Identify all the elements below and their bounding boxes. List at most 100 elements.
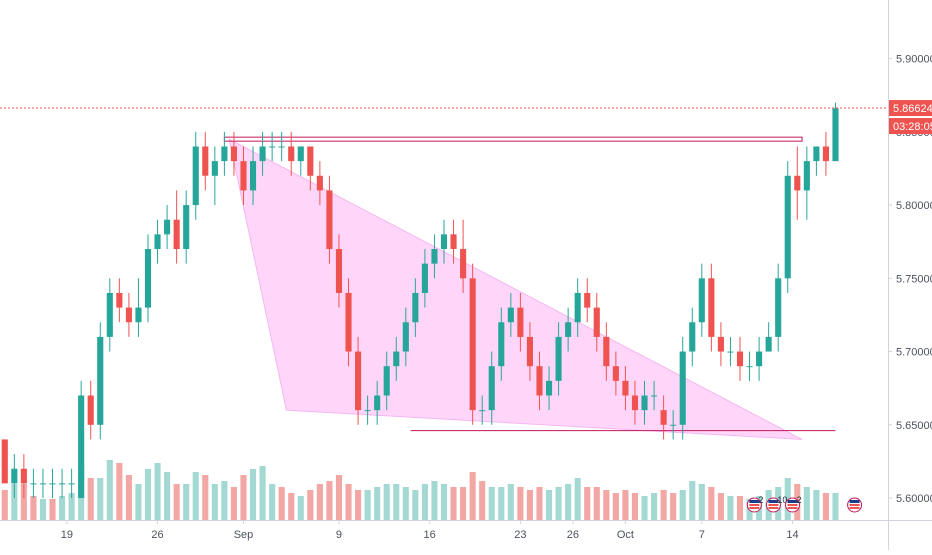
candle <box>11 454 18 499</box>
volume-bar <box>364 490 371 520</box>
candle <box>517 292 524 352</box>
candle-body <box>536 366 543 396</box>
volume-bar <box>144 469 152 520</box>
candle-body <box>202 146 209 176</box>
x-tick-label: 14 <box>786 529 798 541</box>
candle <box>116 278 123 323</box>
flag-stripe <box>849 507 860 509</box>
volume-bar <box>154 463 161 520</box>
flag-stripe <box>768 507 779 509</box>
flag-stripe <box>749 507 760 509</box>
candle <box>297 146 304 176</box>
flag-stripe <box>787 504 798 506</box>
volume-bar <box>374 487 381 520</box>
volume-bar <box>832 493 839 520</box>
candle-body <box>822 146 829 162</box>
candle <box>144 234 152 323</box>
candle-body <box>593 307 600 337</box>
volume-bar <box>603 490 610 520</box>
candle <box>412 278 419 337</box>
candle-body <box>164 219 171 235</box>
candle <box>555 322 562 396</box>
y-tick-label: 5.60000 <box>896 493 932 505</box>
candle-body <box>259 146 266 162</box>
y-tick-label: 5.75000 <box>896 273 932 285</box>
volume-bar <box>517 487 524 520</box>
candle <box>164 205 171 250</box>
volume-bar <box>135 484 142 520</box>
flag-icon: 10 <box>765 495 787 513</box>
candle-body <box>603 336 610 367</box>
candle <box>20 454 27 499</box>
flag-badge: 2 <box>797 495 802 505</box>
candle-body <box>431 249 438 264</box>
candle <box>603 322 610 381</box>
candle-body <box>660 410 667 425</box>
x-tick-label: 7 <box>699 529 705 541</box>
candle <box>249 146 257 206</box>
candle <box>288 131 295 176</box>
candle <box>374 380 381 425</box>
candle <box>526 322 533 381</box>
candle <box>87 380 94 440</box>
candle <box>135 278 142 337</box>
candle-body <box>813 146 820 162</box>
candle-body <box>622 380 629 396</box>
candle <box>240 146 247 206</box>
volume-bar <box>87 478 94 520</box>
flag-stripe <box>849 500 860 503</box>
volume-bar <box>574 478 581 520</box>
flag-icon: 2 <box>785 495 802 513</box>
candle-body <box>383 366 390 396</box>
volume-bar <box>736 496 744 520</box>
volume-bar <box>59 496 66 520</box>
candle <box>278 131 285 162</box>
candle <box>536 351 543 411</box>
candle-body <box>460 249 467 279</box>
volume-bar <box>670 493 677 520</box>
candle-body <box>488 366 495 411</box>
x-tick-label: 16 <box>424 529 436 541</box>
candle-body <box>498 322 505 367</box>
candle-body <box>402 322 409 352</box>
candle <box>230 131 237 176</box>
flag-badge: 2 <box>758 495 763 505</box>
candle-body <box>173 219 180 250</box>
candle <box>670 410 677 440</box>
candle-body <box>641 395 648 411</box>
volume-bar <box>450 487 457 520</box>
volume-bar <box>164 472 171 520</box>
countdown-label: 03:28:05 <box>893 121 932 133</box>
volume-bar <box>641 496 648 520</box>
candle <box>679 336 686 440</box>
candle <box>421 249 428 308</box>
volume-bar <box>316 484 323 520</box>
candle <box>488 351 495 425</box>
candle <box>717 322 724 367</box>
volume-bar <box>565 484 572 520</box>
candle <box>364 395 371 425</box>
volume-bar <box>784 478 791 520</box>
candle <box>574 278 581 337</box>
candle-body <box>584 292 591 308</box>
volume-bar <box>488 487 495 520</box>
volume-bar <box>192 472 199 520</box>
flag-stripe <box>768 500 779 503</box>
triangle-pattern <box>228 138 803 440</box>
volume-bar <box>11 484 18 520</box>
candle <box>78 380 85 499</box>
candle-body <box>316 175 323 191</box>
candle-body <box>736 351 744 367</box>
volume-bar <box>116 463 123 520</box>
candle-body <box>631 395 639 411</box>
candle <box>68 468 75 499</box>
candle <box>545 366 553 411</box>
volume-bar <box>545 490 553 520</box>
candle-body <box>20 468 27 484</box>
candle <box>49 468 56 499</box>
candle-body <box>679 351 686 425</box>
volume-bar <box>307 490 314 520</box>
candle-body <box>393 351 400 367</box>
